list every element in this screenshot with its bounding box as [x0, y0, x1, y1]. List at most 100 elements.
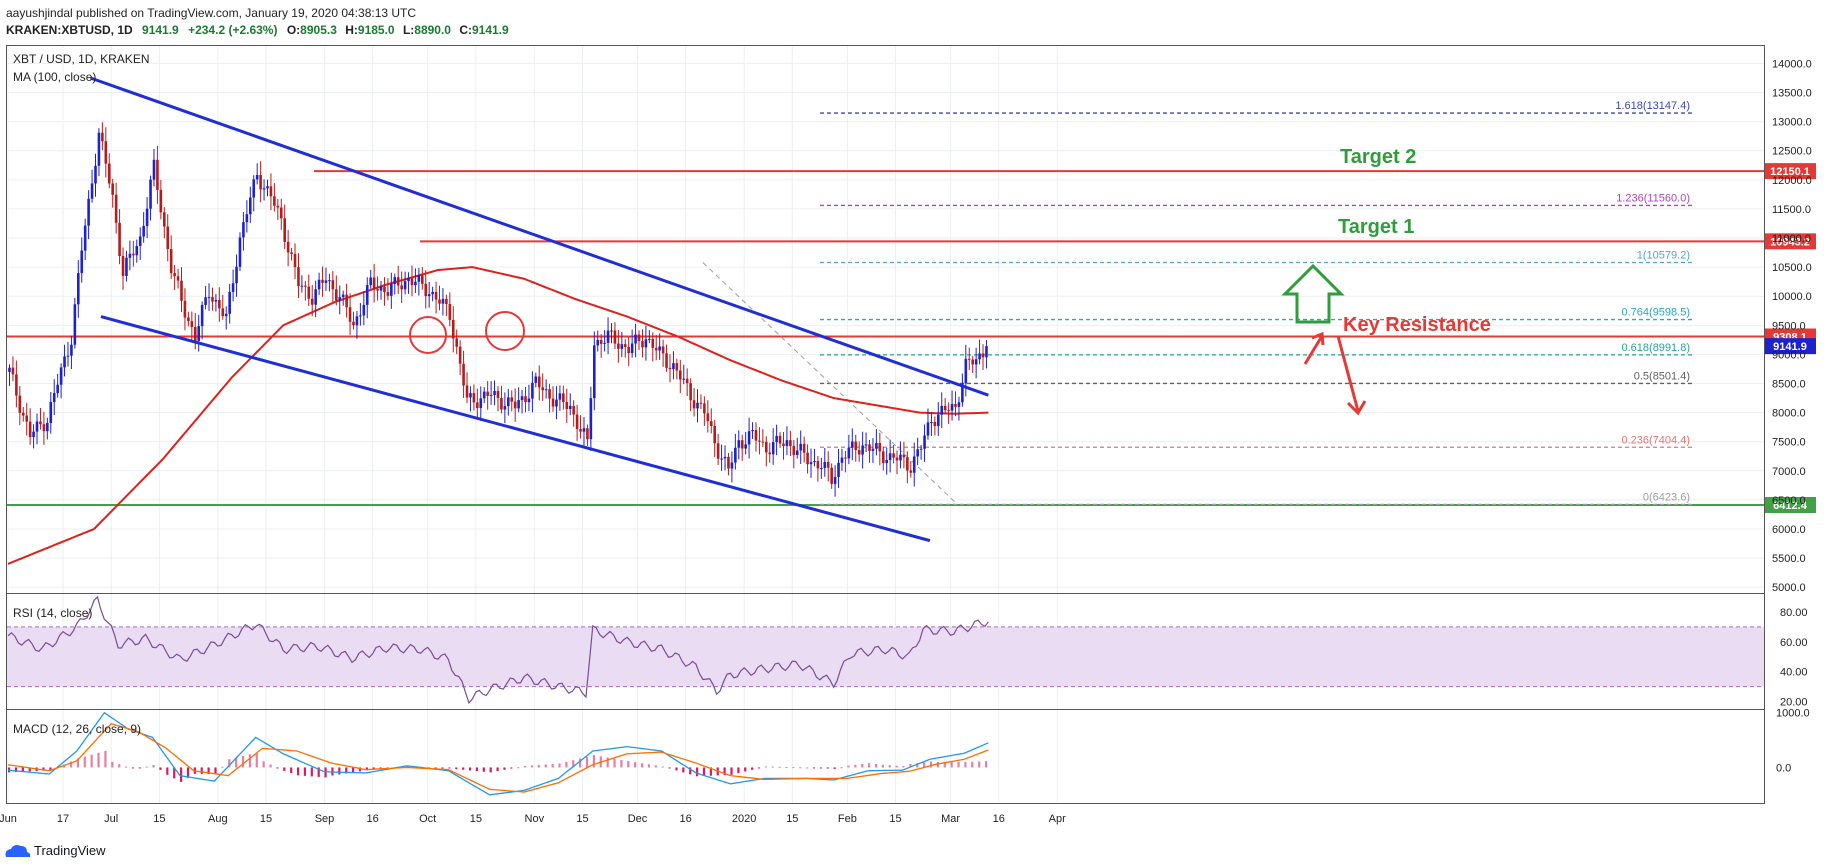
ma-legend[interactable]: MA (100, close)	[13, 70, 96, 84]
candle-body	[180, 280, 183, 301]
rsi-legend[interactable]: RSI (14, close)	[13, 606, 92, 620]
low-value: 8890.0	[414, 23, 451, 37]
macd-histogram-bar	[76, 758, 79, 768]
candle-body	[211, 297, 214, 302]
trendline	[90, 76, 989, 397]
candle-body	[775, 435, 778, 443]
candle-body	[197, 326, 200, 341]
macd-histogram-bar	[173, 767, 176, 779]
close-value: 9141.9	[472, 23, 509, 37]
candle-body	[813, 461, 816, 463]
candle-body	[266, 186, 269, 189]
macd-histogram-bar	[558, 763, 561, 768]
candle-body	[589, 398, 593, 440]
y-tick-label: 9000.0	[1772, 349, 1806, 361]
candle-body	[228, 291, 231, 314]
target1-label: Target 1	[1338, 216, 1414, 238]
macd-histogram-bar	[572, 760, 575, 768]
macd-histogram-bar	[854, 764, 857, 768]
candle-body	[496, 390, 500, 399]
candle-body	[352, 321, 355, 326]
pane-symbol-legend[interactable]: XBT / USD, 1D, KRAKEN	[13, 52, 149, 66]
candle-body	[324, 280, 328, 283]
macd-histogram-bar	[874, 763, 878, 768]
candle-body	[861, 445, 864, 455]
candle-body	[66, 355, 70, 357]
candle-body	[837, 462, 840, 477]
candle-body	[169, 249, 173, 274]
candle-body	[187, 317, 190, 322]
y-tick-label: 14000.0	[1772, 58, 1812, 70]
macd-histogram-bar	[345, 767, 348, 774]
macd-histogram-bar	[833, 767, 836, 769]
candle-body	[159, 189, 163, 213]
macd-histogram-bar	[235, 757, 238, 768]
candle-body	[290, 252, 293, 254]
x-tick-label: Aug	[208, 813, 228, 825]
macd-histogram-bar	[771, 766, 774, 768]
tradingview-logo[interactable]: TradingView	[5, 843, 107, 858]
macd-histogram-bar	[317, 767, 320, 777]
x-tick-label: Nov	[525, 813, 545, 825]
candle-body	[393, 277, 397, 284]
macd-histogram-bar	[434, 767, 437, 769]
candle-body	[651, 338, 655, 348]
macd-legend[interactable]: MACD (12, 26, close, 9)	[13, 722, 141, 736]
candle-body	[90, 183, 94, 199]
macd-histogram-bar	[303, 767, 307, 776]
candle-body	[359, 315, 362, 317]
candle-body	[176, 276, 180, 281]
macd-histogram-bar	[895, 765, 898, 768]
candle-body	[21, 412, 25, 416]
candle-body	[795, 450, 799, 455]
macd-histogram-bar	[462, 767, 465, 770]
candle-body	[689, 383, 692, 401]
candle-body	[610, 330, 613, 332]
ma100-line	[7, 266, 989, 565]
fib-label: 1.618(13147.4)	[1615, 100, 1690, 112]
candle-body	[912, 456, 916, 473]
candle-body	[937, 414, 940, 427]
candle-body	[641, 341, 644, 348]
macd-histogram-bar	[69, 761, 73, 768]
macd-histogram-bar	[131, 767, 135, 769]
candle-body	[720, 458, 723, 460]
macd-histogram-bar	[468, 767, 472, 771]
last-price: 9141.9	[142, 23, 179, 37]
macd-histogram-bar	[778, 766, 781, 768]
macd-histogram-bar	[792, 767, 795, 769]
candle-body	[630, 343, 634, 354]
candle-body	[751, 429, 754, 432]
candle-body	[537, 376, 541, 388]
candle-body	[482, 391, 486, 399]
macd-histogram-bar	[97, 752, 100, 768]
macd-histogram-bar	[634, 762, 637, 768]
y-tick-label: 13500.0	[1772, 88, 1812, 100]
candle-body	[541, 387, 544, 391]
y-tick-label: 8500.0	[1772, 379, 1806, 391]
candle-body	[104, 141, 108, 164]
macd-histogram-bar	[338, 767, 341, 775]
macd-histogram-bar	[682, 767, 685, 773]
macd-histogram-bar	[90, 754, 93, 768]
macd-histogram-bar	[496, 767, 499, 772]
macd-histogram-bar	[530, 765, 534, 768]
candle-body	[262, 188, 266, 190]
candle-body	[121, 256, 125, 276]
candle-body	[857, 450, 861, 455]
macd-histogram-bar	[579, 758, 582, 768]
candle-body	[372, 277, 376, 290]
candle-body	[971, 359, 974, 365]
macd-histogram-bar	[290, 767, 293, 774]
macd-histogram-bar	[764, 766, 767, 768]
candle-body	[142, 225, 145, 237]
candle-body	[455, 338, 458, 347]
candle-body	[252, 179, 256, 198]
candle-body	[562, 393, 565, 403]
candle-body	[125, 257, 128, 276]
candle-body	[190, 321, 194, 328]
candle-body	[520, 396, 524, 401]
candle-body	[847, 447, 851, 459]
candle-body	[761, 441, 765, 443]
candle-body	[328, 280, 331, 282]
